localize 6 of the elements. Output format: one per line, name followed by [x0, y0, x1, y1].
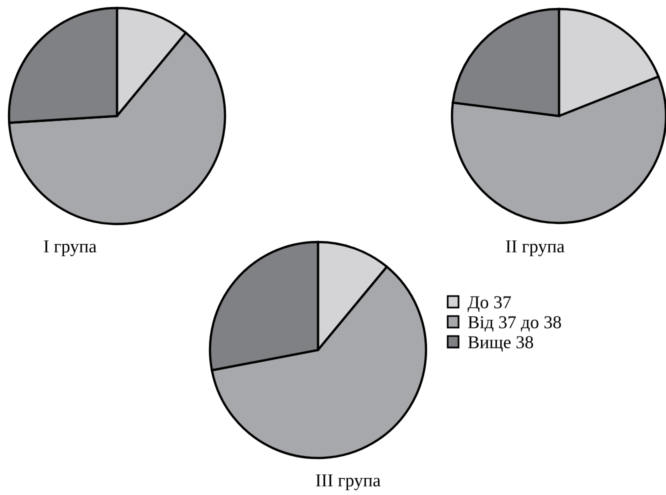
legend-label: До 37 [468, 296, 511, 312]
text: I група [44, 240, 96, 256]
text: III група [316, 474, 380, 490]
text: II група [506, 240, 564, 256]
legend-label: Вище 38 [468, 336, 534, 352]
legend-label: Від 37 до 38 [468, 316, 561, 332]
